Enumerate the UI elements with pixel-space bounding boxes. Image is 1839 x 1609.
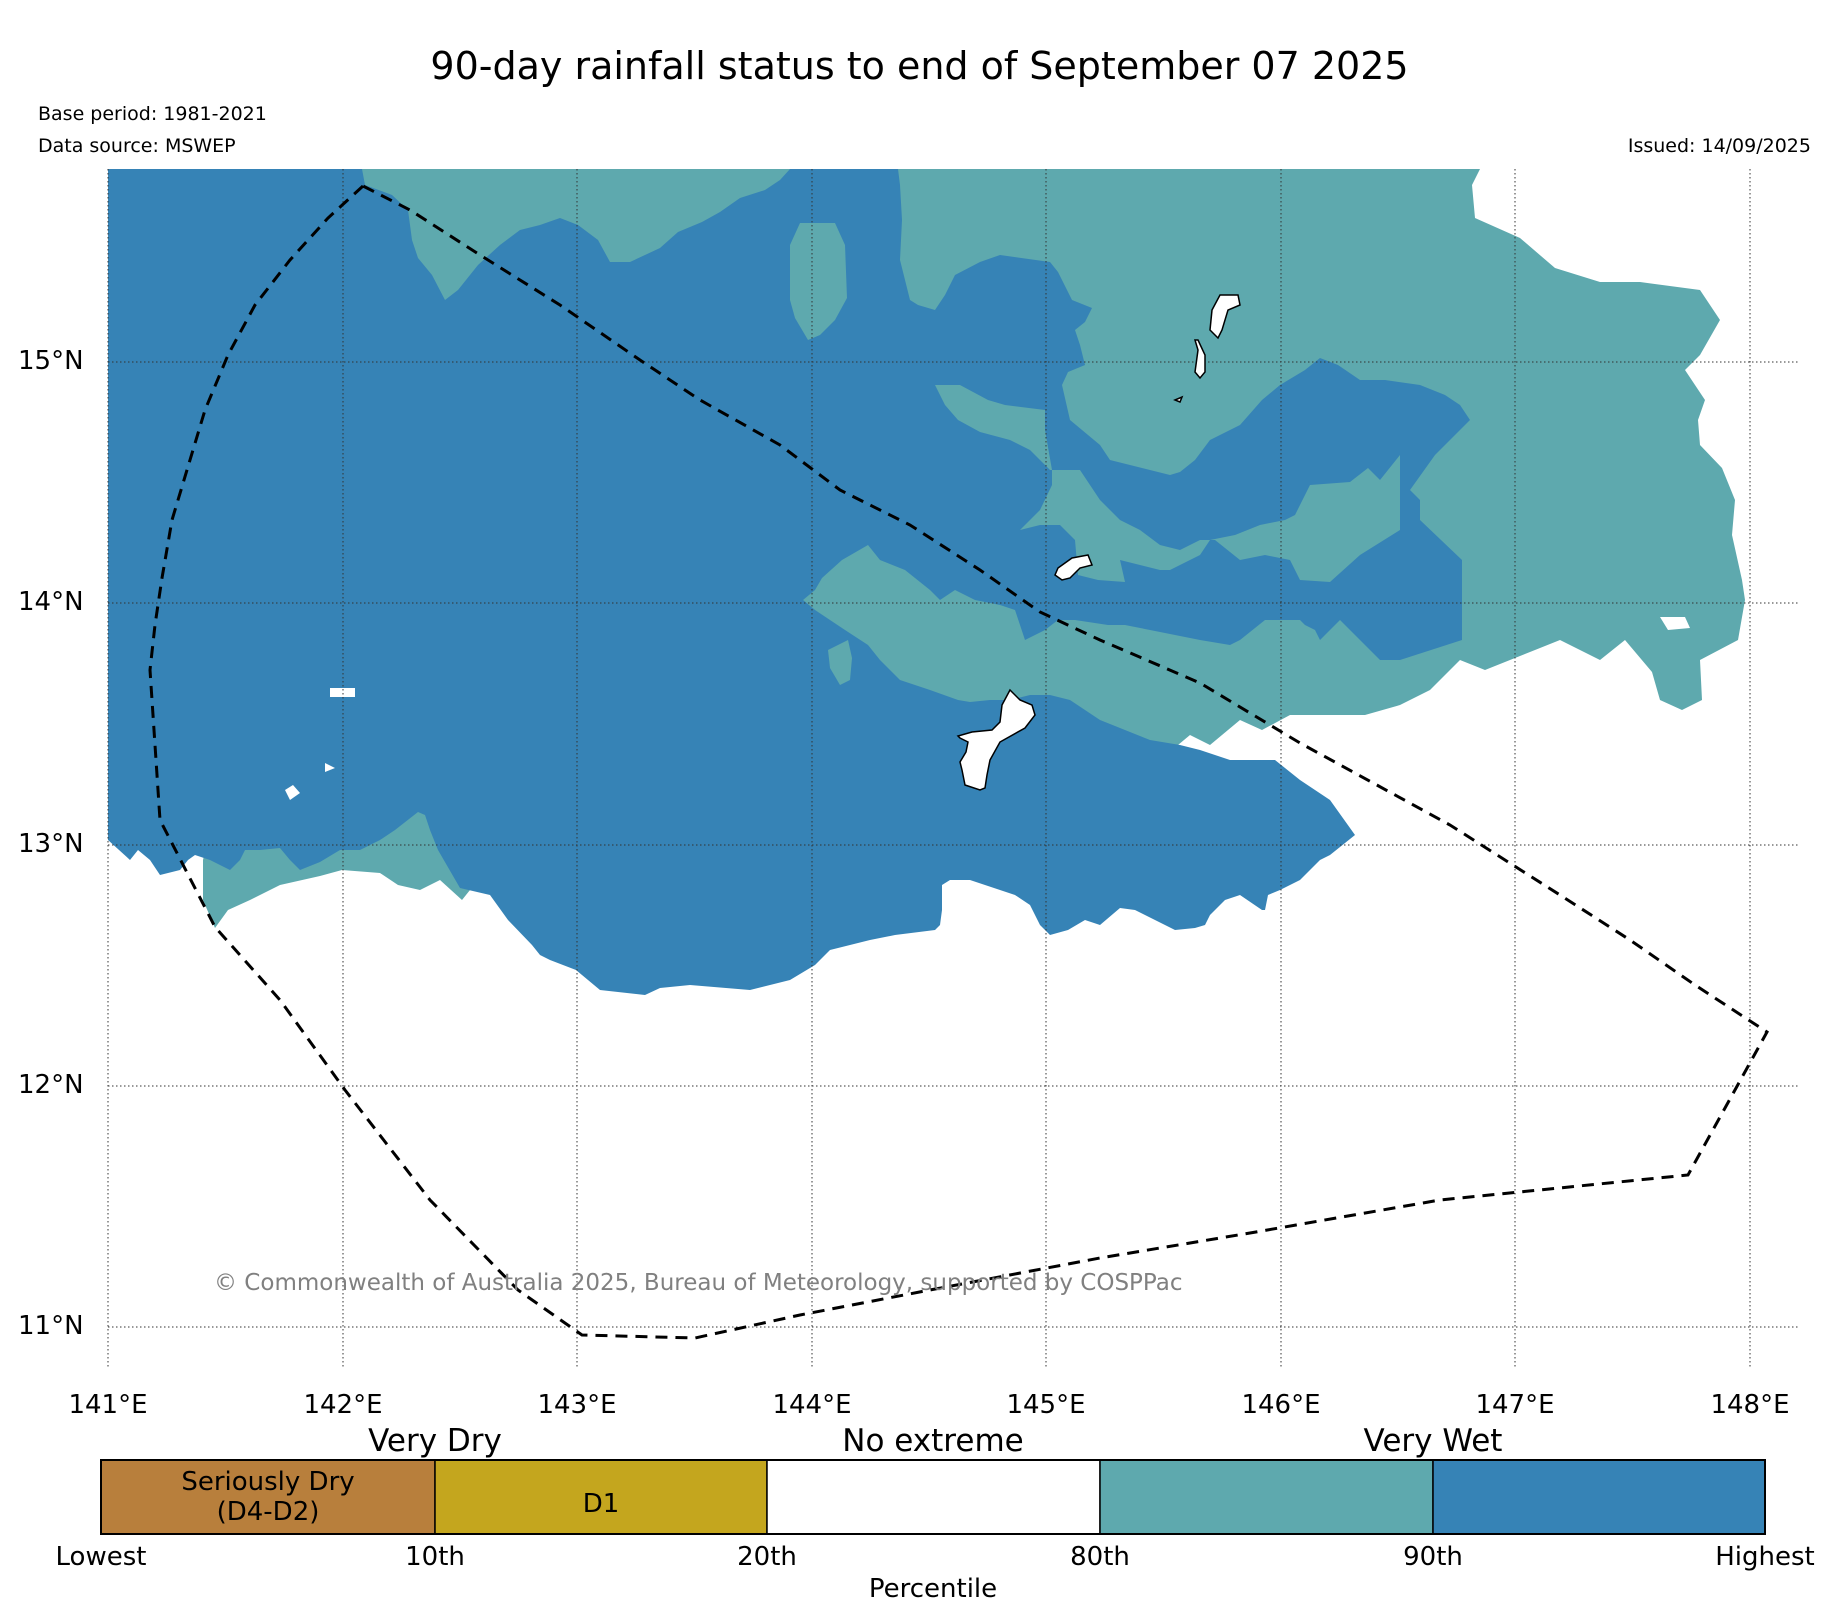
colorbar-tick-90th: 90th bbox=[1403, 1542, 1463, 1572]
island-guam bbox=[956, 688, 1036, 791]
colorbar-tick-20th: 20th bbox=[737, 1542, 797, 1572]
colorbar-axis-label: Percentile bbox=[868, 1574, 998, 1604]
data-source: Data source: MSWEP bbox=[38, 135, 236, 157]
lat-tick-label: 13°N bbox=[18, 829, 84, 859]
lon-tick-label: 146°E bbox=[1241, 1390, 1321, 1420]
colorbar-label-seriously-dry: Seriously Dry (D4-D2) bbox=[181, 1467, 355, 1527]
lon-tick-label: 144°E bbox=[772, 1390, 852, 1420]
colorbar-box-80-90 bbox=[1099, 1459, 1434, 1535]
island-coastlines bbox=[956, 294, 1241, 791]
colorbar-label-d1: D1 bbox=[582, 1489, 620, 1519]
region-80-90-patch bbox=[935, 385, 1400, 582]
island-farallon bbox=[1173, 395, 1184, 403]
colorbar-tick-lowest: Lowest bbox=[55, 1542, 147, 1572]
lat-tick-label: 11°N bbox=[18, 1311, 84, 1341]
island-rota bbox=[1054, 554, 1094, 581]
colorbar-box-no-extreme bbox=[766, 1459, 1101, 1535]
lon-tick-label: 148°E bbox=[1710, 1390, 1790, 1420]
colorbar-tick-highest: Highest bbox=[1715, 1542, 1815, 1572]
map-title: 90-day rainfall status to end of Septemb… bbox=[430, 44, 1409, 88]
region-90-highest bbox=[108, 169, 1470, 995]
colorbar-tick-10th: 10th bbox=[405, 1542, 465, 1572]
colorbar-box-seriously-dry bbox=[100, 1459, 436, 1535]
colorbar-tick-80th: 80th bbox=[1070, 1542, 1130, 1572]
colorbar bbox=[100, 1459, 1766, 1535]
region-boundary-outline bbox=[148, 184, 1769, 1340]
lat-tick-label: 12°N bbox=[18, 1070, 84, 1100]
base-period: Base period: 1981-2021 bbox=[38, 103, 267, 125]
region-80-90-patch-3 bbox=[828, 640, 852, 685]
lat-tick-label: 15°N bbox=[18, 346, 84, 376]
lon-tick-label: 147°E bbox=[1475, 1390, 1555, 1420]
copyright-notice: © Commonwealth of Australia 2025, Bureau… bbox=[214, 1270, 1183, 1296]
lon-tick-label: 145°E bbox=[1006, 1390, 1086, 1420]
lon-tick-label: 142°E bbox=[303, 1390, 383, 1420]
lon-tick-label: 143°E bbox=[537, 1390, 617, 1420]
island-saipan bbox=[1209, 294, 1241, 340]
colorbar-heading-very-wet: Very Wet bbox=[1363, 1423, 1503, 1459]
colorbar-outline bbox=[100, 1459, 1766, 1535]
no-extreme-holes bbox=[285, 617, 1690, 800]
region-80-90-patch-2 bbox=[790, 223, 847, 340]
lat-tick-label: 14°N bbox=[18, 587, 84, 617]
issued-date: Issued: 14/09/2025 bbox=[1627, 135, 1811, 157]
colorbar-heading-very-dry: Very Dry bbox=[368, 1423, 502, 1459]
lon-tick-label: 141°E bbox=[68, 1390, 148, 1420]
rainfall-regions bbox=[108, 169, 1745, 995]
colorbar-box-90-highest bbox=[1432, 1459, 1766, 1535]
colorbar-heading-no-extreme: No extreme bbox=[842, 1423, 1024, 1459]
island-tinian bbox=[1193, 339, 1206, 380]
